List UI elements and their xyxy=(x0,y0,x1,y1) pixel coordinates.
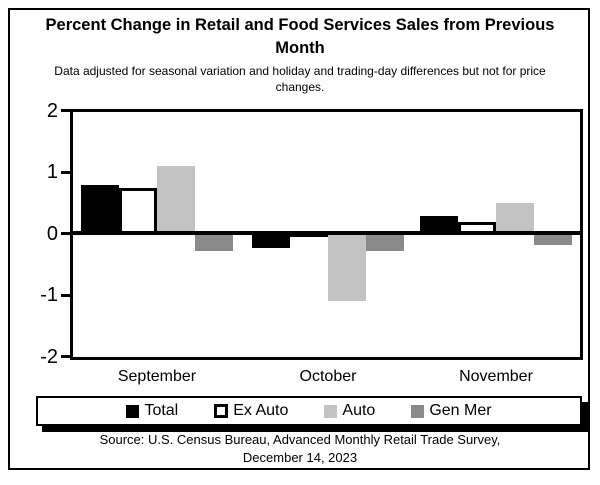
bar-groups xyxy=(73,112,580,357)
legend-swatch-total-icon xyxy=(126,404,140,418)
legend-box: Total Ex Auto Auto Gen Mer xyxy=(36,396,582,426)
legend-swatch-auto-icon xyxy=(324,404,338,418)
source-line-1: Source: U.S. Census Bureau, Advanced Mon… xyxy=(99,432,501,447)
legend-label-auto: Auto xyxy=(342,402,376,419)
bar-ex-auto-september xyxy=(119,188,157,234)
bar-auto-october xyxy=(328,233,366,301)
outer-border xyxy=(8,8,590,470)
legend-item-ex-auto: Ex Auto xyxy=(214,403,288,419)
bar-auto-september xyxy=(157,166,195,234)
bar-total-november xyxy=(420,216,458,234)
chart-subtitle: Data adjusted for seasonal variation and… xyxy=(54,64,546,94)
source-block: Source: U.S. Census Bureau, Advanced Mon… xyxy=(20,431,580,467)
bar-gen-mer-september xyxy=(195,233,233,251)
legend-label-gen-mer: Gen Mer xyxy=(429,402,492,419)
legend-swatch-gen-mer-icon xyxy=(411,404,425,418)
zero-baseline xyxy=(73,231,580,235)
bar-auto-november xyxy=(496,203,534,234)
bar-total-september xyxy=(81,185,119,234)
legend-label-total: Total xyxy=(144,402,179,419)
bar-gen-mer-october xyxy=(366,233,404,251)
legend-swatch-ex-auto-icon xyxy=(214,404,229,418)
plot-area xyxy=(70,109,583,360)
chart-title: Percent Change in Retail and Food Servic… xyxy=(45,16,555,57)
legend-item-auto: Auto xyxy=(324,403,375,419)
legend-label-ex-auto: Ex Auto xyxy=(233,402,289,419)
bar-gen-mer-november xyxy=(534,233,572,245)
legend-item-gen-mer: Gen Mer xyxy=(411,402,492,419)
legend-item-total: Total xyxy=(126,403,178,419)
bar-group-september xyxy=(81,112,233,357)
source-line-2: December 14, 2023 xyxy=(242,450,358,465)
bar-total-october xyxy=(252,233,290,248)
